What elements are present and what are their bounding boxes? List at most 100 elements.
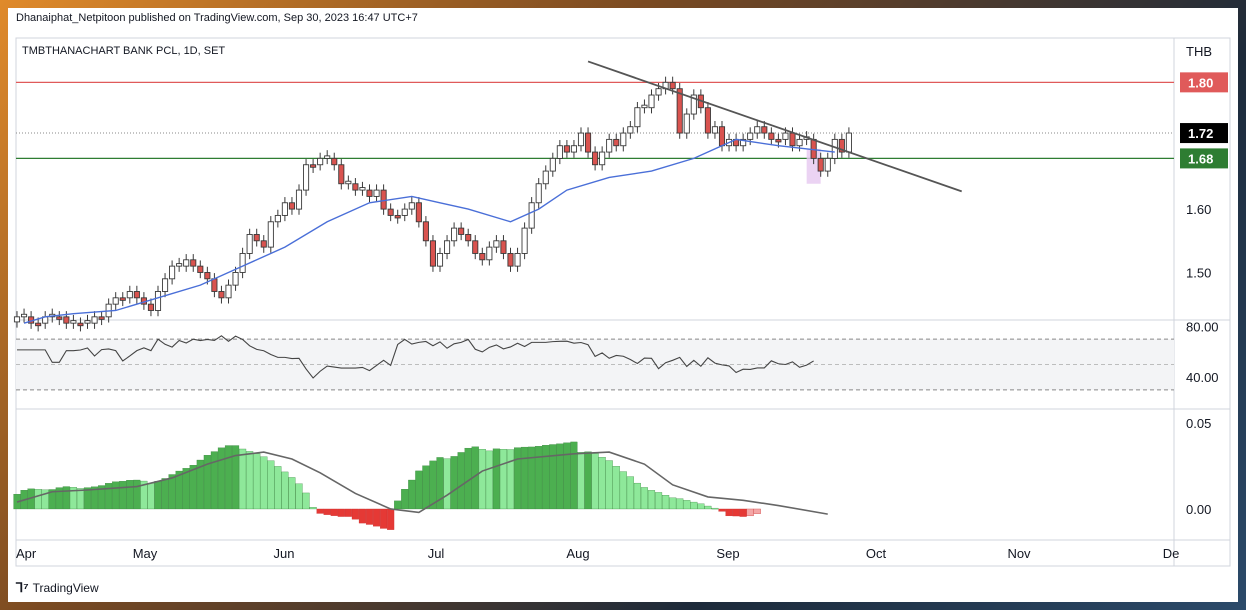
candle-body: [98, 316, 105, 320]
candle-body: [324, 155, 331, 159]
candle-body: [295, 189, 303, 210]
momentum-axis-tick: 0.05: [1186, 416, 1211, 431]
momentum-bar: [48, 489, 56, 510]
candle-body: [197, 265, 204, 273]
momentum-bar: [330, 508, 338, 516]
momentum-bar: [457, 452, 465, 510]
candle-body: [401, 208, 408, 216]
candle-body: [577, 132, 585, 147]
candle-body: [260, 240, 267, 248]
price-label: 1.72: [1188, 126, 1213, 141]
momentum-bar: [662, 495, 670, 510]
momentum-bar: [224, 445, 233, 510]
momentum-bars: [13, 441, 761, 530]
momentum-bar: [499, 449, 507, 510]
momentum-bar: [260, 456, 268, 510]
candle-body: [549, 157, 556, 172]
highlight-box: [806, 148, 821, 184]
momentum-bar: [147, 482, 155, 510]
momentum-bar: [591, 453, 599, 510]
momentum-bar: [168, 474, 176, 510]
candle-body: [331, 157, 338, 166]
momentum-bar: [119, 481, 127, 510]
x-axis-tick: De: [1163, 546, 1180, 561]
momentum-bar: [387, 508, 395, 530]
candle-body: [63, 316, 70, 324]
candle-body: [303, 164, 310, 191]
momentum-bar: [690, 501, 698, 510]
candle-body: [521, 227, 528, 254]
candle-body: [133, 291, 140, 299]
momentum-bar: [358, 508, 366, 524]
candle-body: [56, 316, 63, 320]
momentum-bar: [535, 446, 543, 510]
candle-body: [288, 202, 296, 210]
momentum-bar: [718, 508, 726, 512]
candle-body: [761, 126, 768, 134]
momentum-bar: [492, 448, 500, 510]
candle-body: [592, 151, 599, 166]
candle-body: [225, 284, 232, 299]
candle-body: [683, 113, 690, 134]
candle-body: [274, 214, 281, 223]
candle-body: [35, 322, 42, 327]
momentum-bar: [69, 487, 77, 510]
candle-body: [472, 240, 479, 254]
momentum-bar: [401, 489, 409, 510]
candle-body: [232, 272, 239, 286]
price-label-bg: [1180, 148, 1228, 169]
momentum-bar: [655, 492, 663, 510]
candle-body: [556, 145, 563, 159]
momentum-bar: [281, 471, 289, 510]
momentum-bar: [633, 482, 641, 510]
momentum-bar: [217, 447, 226, 510]
moving-average-line: [23, 138, 835, 324]
momentum-bar: [443, 458, 451, 510]
candle-body: [310, 164, 317, 168]
momentum-bar: [422, 465, 430, 510]
chart-title: TMBTHANACHART BANK PCL, 1D, SET: [22, 45, 225, 57]
candle-body: [161, 278, 169, 292]
candle-body: [176, 263, 183, 267]
candle-body: [408, 202, 415, 210]
momentum-bar: [408, 479, 416, 510]
candle-body: [775, 138, 782, 143]
candle-body: [620, 132, 627, 147]
chart-canvas[interactable]: TMBTHANACHART BANK PCL, 1D, SET THB 1.60 1.…: [8, 8, 1238, 602]
candle-body: [126, 291, 133, 299]
candle-body: [239, 253, 246, 273]
candle-body: [218, 291, 225, 299]
candle-body: [366, 189, 373, 197]
momentum-bar: [394, 500, 402, 510]
candle-body: [838, 138, 845, 153]
candle-body: [119, 297, 126, 301]
candle-body: [345, 180, 352, 185]
candle-body: [669, 81, 676, 90]
momentum-bar: [485, 450, 493, 510]
candle-body: [711, 126, 718, 134]
candle-body: [84, 320, 91, 324]
momentum-bar: [309, 507, 317, 510]
momentum-bar: [521, 446, 529, 510]
momentum-bar: [669, 497, 677, 510]
candle-body: [648, 94, 655, 109]
momentum-bar: [676, 498, 684, 510]
candle-body: [655, 88, 662, 96]
candle-body: [634, 107, 641, 128]
candle-body: [147, 303, 155, 311]
candle-body: [641, 104, 648, 109]
momentum-bar: [683, 500, 691, 510]
rsi-axis-tick: 40.00: [1186, 370, 1219, 385]
candle-body: [768, 132, 775, 140]
chart-card: Dhanaiphat_Netpitoon published on Tradin…: [8, 8, 1238, 602]
candle-body: [394, 214, 401, 219]
momentum-bar: [175, 470, 183, 510]
price-label: 1.80: [1188, 75, 1213, 90]
momentum-bar: [436, 457, 444, 510]
candle-body: [380, 189, 387, 210]
candle-body: [789, 132, 796, 147]
momentum-bar: [76, 488, 85, 510]
trendline: [587, 60, 962, 193]
candle-body: [585, 132, 592, 153]
candle-body: [704, 107, 711, 134]
